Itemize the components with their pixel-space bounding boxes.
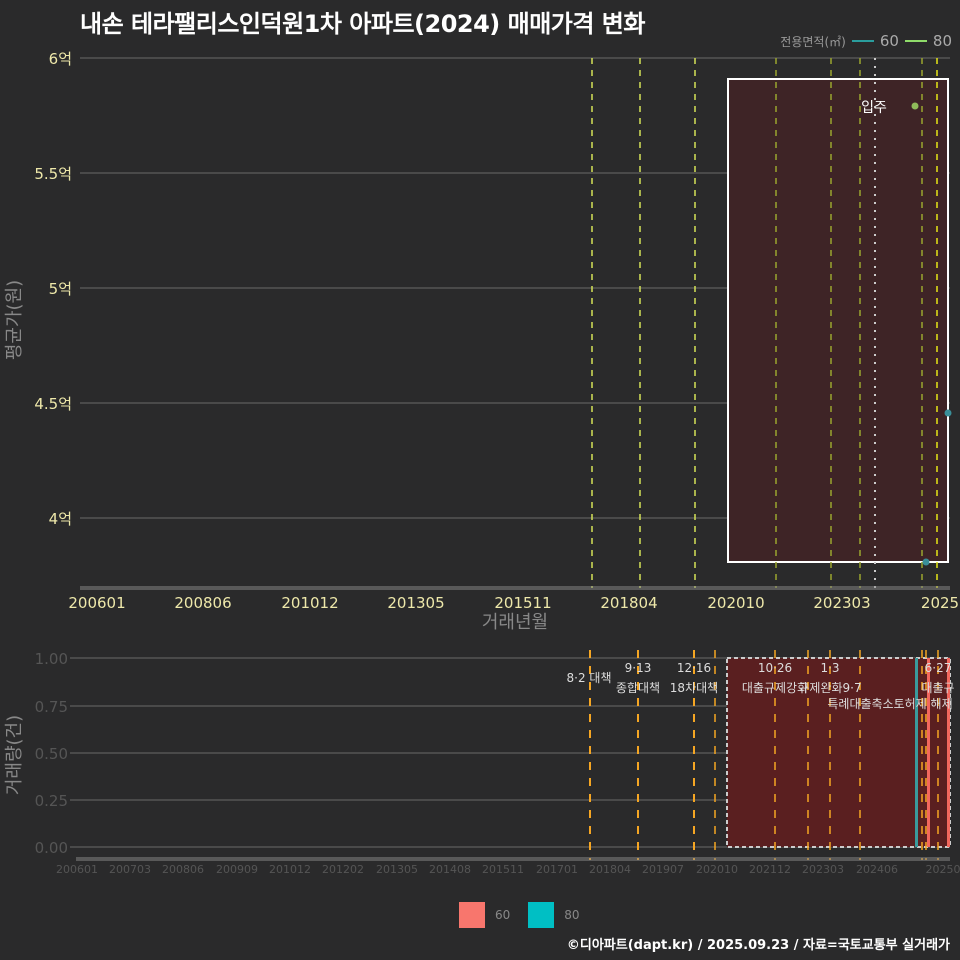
price-chart: 입주 6억 5.5억 5억 4.5억 4억 평균가(원) 200601 20080… (4, 50, 959, 633)
svg-text:202010: 202010 (707, 594, 764, 612)
svg-text:20250: 20250 (926, 863, 960, 876)
svg-text:200703: 200703 (109, 863, 151, 876)
legend-label-60: 60 (879, 32, 899, 50)
svg-text:2025: 2025 (921, 594, 959, 612)
svg-text:201511: 201511 (482, 863, 524, 876)
legend-bottom: 60 80 (459, 902, 580, 928)
bar-60 (927, 658, 930, 847)
svg-text:대출규: 대출규 (921, 681, 954, 695)
svg-text:200909: 200909 (216, 863, 258, 876)
source-footer: ©디아파트(dapt.kr) / 2025.09.23 / 자료=국토교통부 실… (566, 938, 950, 953)
volume-chart: 8·2 대책 9·13 종합대책 12·16 18차대책 10·26 대출규제강화 1… (4, 650, 960, 876)
legend-swatch-80 (904, 40, 927, 42)
svg-text:규제완화9·7: 규제완화9·7 (798, 681, 861, 695)
svg-text:4.5억: 4.5억 (34, 395, 72, 413)
legend-swatch-60 (851, 40, 874, 42)
legend-label-60: 60 (495, 908, 511, 922)
legend-label-80: 80 (932, 32, 952, 50)
legend-swatch-80 (528, 902, 555, 928)
chart-title: 내손 테라팰리스인덕원1차 아파트(2024) 매매가격 변화 (80, 10, 645, 38)
legend-title: 전용면적(㎡) (780, 34, 846, 49)
svg-text:202010: 202010 (696, 863, 738, 876)
svg-text:200601: 200601 (68, 594, 125, 612)
svg-text:18차대책: 18차대책 (670, 680, 718, 695)
highlight-period-box (727, 78, 949, 563)
svg-text:특례대출축소토허제 해제: 특례대출축소토허제 해제 (827, 697, 952, 711)
svg-text:0.00: 0.00 (35, 839, 68, 857)
legend-label-80: 80 (564, 908, 580, 922)
svg-text:201305: 201305 (387, 594, 444, 612)
svg-text:0.50: 0.50 (35, 745, 68, 763)
point-80 (911, 102, 919, 110)
svg-text:대출규제강화: 대출규제강화 (742, 681, 808, 695)
svg-text:201012: 201012 (269, 863, 311, 876)
svg-text:201408: 201408 (429, 863, 471, 876)
svg-text:200806: 200806 (174, 594, 231, 612)
svg-text:1·3: 1·3 (820, 661, 839, 675)
svg-text:1.00: 1.00 (35, 650, 68, 668)
svg-text:201701: 201701 (536, 863, 578, 876)
svg-text:8·2 대책: 8·2 대책 (567, 670, 612, 685)
bar-80 (915, 658, 918, 847)
svg-text:201511: 201511 (494, 594, 551, 612)
svg-text:9·13: 9·13 (625, 661, 652, 675)
svg-text:200806: 200806 (162, 863, 204, 876)
svg-text:0.75: 0.75 (35, 698, 68, 716)
svg-text:201804: 201804 (600, 594, 657, 612)
point-60 (944, 409, 952, 417)
svg-text:201305: 201305 (376, 863, 418, 876)
point-60 (922, 558, 930, 566)
svg-text:200601: 200601 (56, 863, 98, 876)
svg-text:201202: 201202 (322, 863, 364, 876)
svg-text:201804: 201804 (589, 863, 631, 876)
svg-text:10·26: 10·26 (758, 661, 792, 675)
svg-text:202112: 202112 (749, 863, 791, 876)
svg-text:202303: 202303 (813, 594, 870, 612)
svg-text:6·27: 6·27 (925, 661, 952, 675)
svg-text:202303: 202303 (802, 863, 844, 876)
svg-text:거래년월: 거래년월 (482, 612, 548, 633)
legend-top: 전용면적(㎡) 60 80 (780, 32, 952, 50)
legend-swatch-60 (459, 902, 485, 928)
svg-text:종합대책: 종합대책 (616, 680, 660, 695)
svg-text:0.25: 0.25 (35, 792, 68, 810)
svg-text:거래량(건): 거래량(건) (4, 715, 25, 795)
svg-text:201907: 201907 (642, 863, 684, 876)
svg-text:4억: 4억 (49, 510, 72, 528)
svg-text:201012: 201012 (281, 594, 338, 612)
svg-text:5억: 5억 (49, 280, 72, 298)
bar-60 (947, 658, 950, 847)
svg-text:평균가(원): 평균가(원) (4, 280, 25, 360)
annotation-move-in: 입주 (861, 100, 887, 116)
svg-text:202406: 202406 (856, 863, 898, 876)
svg-text:12·16: 12·16 (677, 661, 711, 675)
svg-text:5.5억: 5.5억 (34, 165, 72, 183)
svg-text:6억: 6억 (49, 50, 72, 68)
